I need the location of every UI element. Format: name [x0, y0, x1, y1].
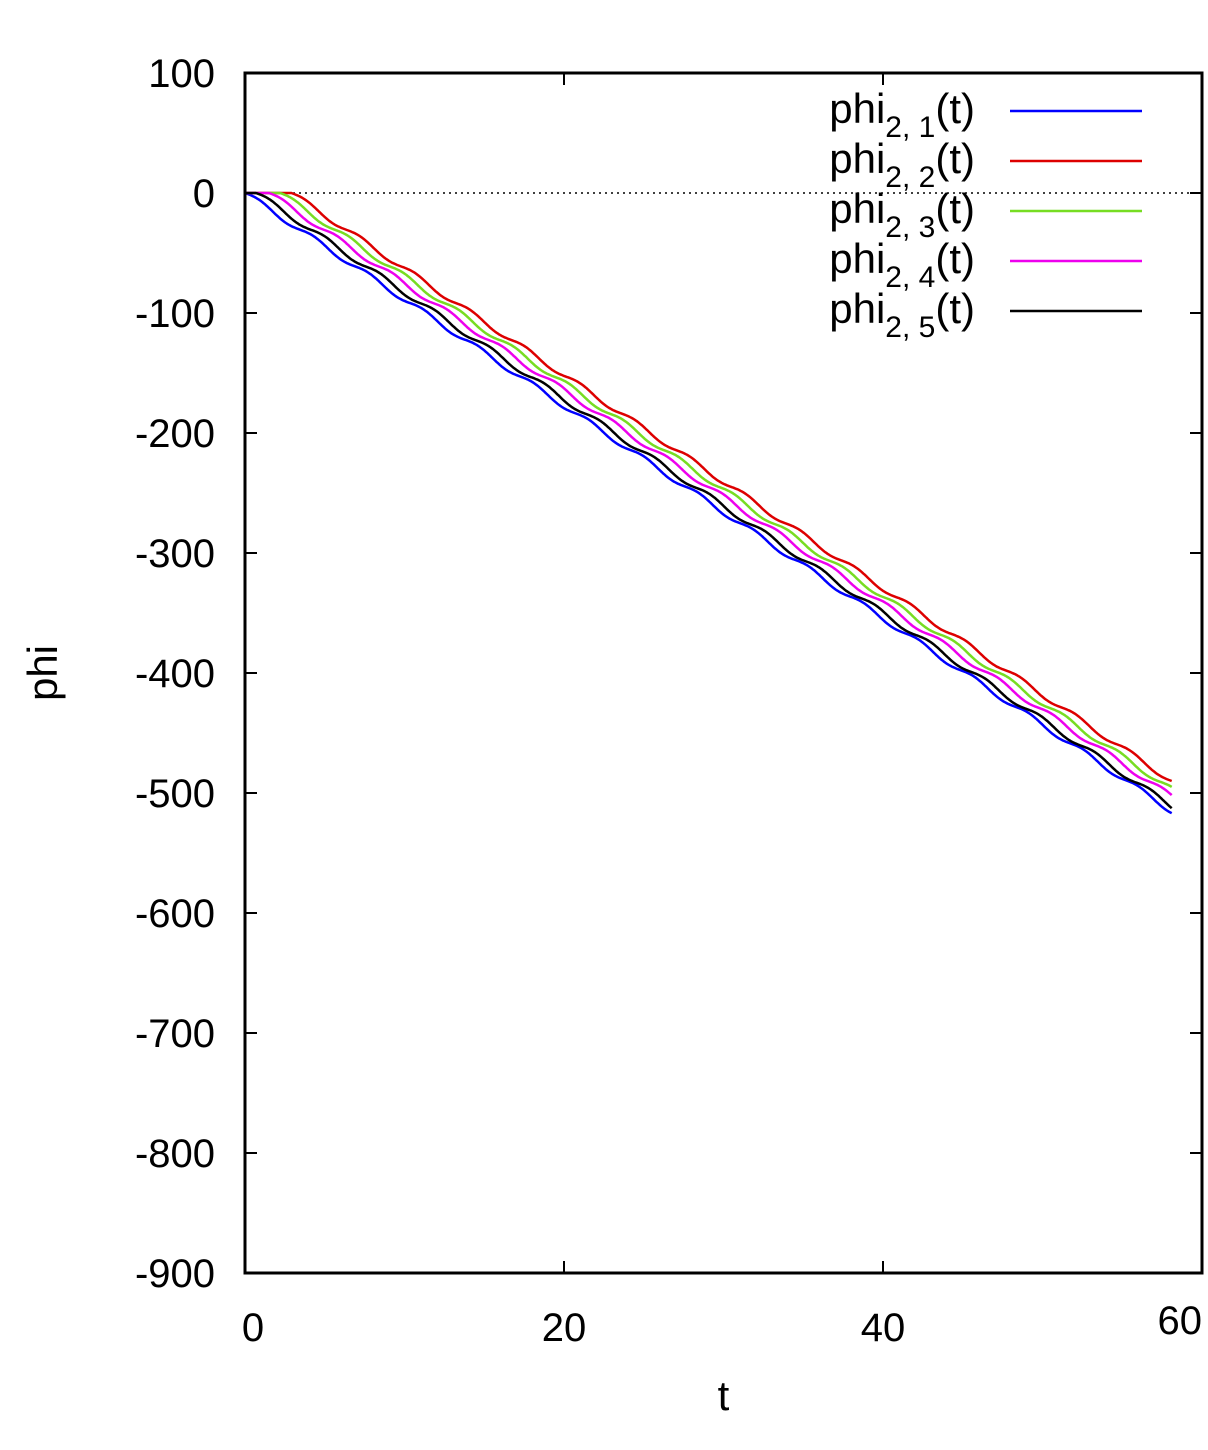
- legend-subscript: 2, 4: [885, 261, 935, 294]
- legend-label: phi2, 5(t): [829, 285, 975, 344]
- plot-frame: [243, 71, 1204, 1275]
- series-line: [245, 191, 1173, 783]
- legend-subscript: 2, 5: [885, 311, 935, 344]
- legend-name: phi: [829, 235, 885, 282]
- legend: phi2, 1(t)phi2, 2(t)phi2, 3(t)phi2, 4(t)…: [829, 85, 1142, 344]
- x-tick-label: 20: [542, 1306, 587, 1350]
- x-tick-label: 40: [861, 1306, 906, 1350]
- y-tick-label: -200: [135, 412, 215, 456]
- series-line: [244, 191, 1173, 815]
- legend-subscript: 2, 2: [885, 161, 935, 194]
- series-line: [245, 191, 1173, 810]
- y-tick-label: -900: [135, 1252, 215, 1296]
- legend-label: phi2, 3(t): [829, 185, 975, 244]
- series-line: [245, 191, 1173, 788]
- legend-label: phi2, 4(t): [829, 235, 975, 294]
- x-axis-label: t: [718, 1372, 730, 1419]
- y-tick-label: -700: [135, 1012, 215, 1056]
- legend-suffix: (t): [935, 85, 975, 132]
- y-tick-label: -800: [135, 1132, 215, 1176]
- y-tick-label: -500: [135, 772, 215, 816]
- y-tick-label: 0: [193, 172, 215, 216]
- y-tick-label: -600: [135, 892, 215, 936]
- y-tick-label: -400: [135, 652, 215, 696]
- x-tick-label: 0: [242, 1306, 264, 1350]
- y-axis-label: phi: [19, 645, 66, 701]
- legend-name: phi: [829, 185, 885, 232]
- legend-label: phi2, 2(t): [829, 135, 975, 194]
- legend-name: phi: [829, 285, 885, 332]
- y-tick-label: 100: [148, 52, 215, 96]
- legend-name: phi: [829, 135, 885, 182]
- y-tick-label: -300: [135, 532, 215, 576]
- legend-subscript: 2, 1: [885, 111, 935, 144]
- x-tick-label: 60: [1158, 1299, 1203, 1343]
- legend-suffix: (t): [935, 185, 975, 232]
- legend-name: phi: [829, 85, 885, 132]
- legend-subscript: 2, 3: [885, 211, 935, 244]
- legend-suffix: (t): [935, 285, 975, 332]
- series-line: [245, 191, 1173, 797]
- legend-label: phi2, 1(t): [829, 85, 975, 144]
- legend-suffix: (t): [935, 135, 975, 182]
- legend-suffix: (t): [935, 235, 975, 282]
- y-tick-label: -100: [135, 292, 215, 336]
